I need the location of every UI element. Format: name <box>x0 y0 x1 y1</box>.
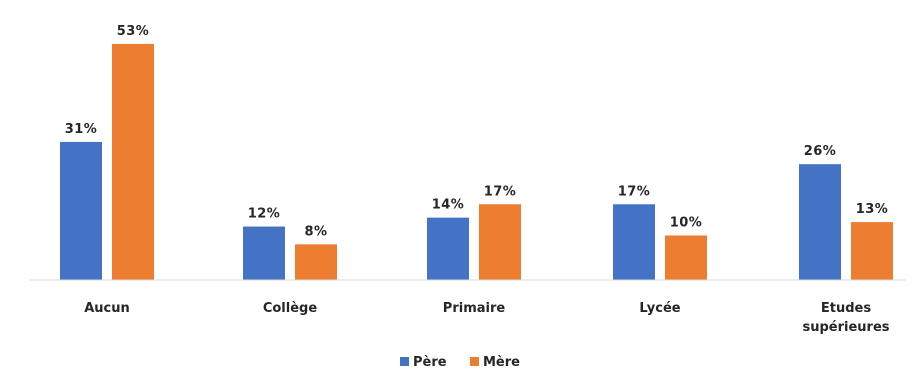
value-label-pere-4: 26% <box>804 144 837 159</box>
bar-mere-2 <box>479 204 521 280</box>
category-label-3: Lycée <box>639 301 680 316</box>
legend-label-mere: Mère <box>483 355 520 370</box>
value-labels-layer: 31% 53% 12% 8% 14% 17% 17% 10% 26% 13% <box>65 24 889 239</box>
legend-swatch-mere <box>470 357 479 366</box>
value-label-mere-1: 8% <box>304 224 327 239</box>
bar-mere-3 <box>665 235 707 280</box>
bar-mere-4 <box>851 222 893 280</box>
category-label-4-line-1: supérieures <box>802 320 889 335</box>
value-label-pere-2: 14% <box>432 198 465 213</box>
category-label-1: Collège <box>263 301 318 316</box>
bar-pere-4 <box>799 164 841 280</box>
bars-layer <box>60 43 893 281</box>
legend-swatch-pere <box>400 357 409 366</box>
bar-pere-1 <box>243 226 285 280</box>
value-label-mere-2: 17% <box>484 184 517 199</box>
value-label-pere-3: 17% <box>618 184 651 199</box>
legend-label-pere: Père <box>413 355 447 370</box>
category-labels-layer: Aucun Collège Primaire Lycée Etudes supérieur… <box>84 301 890 335</box>
bar-mere-0 <box>112 43 154 281</box>
bar-pere-0 <box>60 141 102 280</box>
category-label-4-line-0: Etudes <box>821 301 871 316</box>
bar-pere-2 <box>427 217 469 280</box>
bar-mere-1 <box>295 244 337 280</box>
value-label-mere-4: 13% <box>856 202 889 217</box>
value-label-pere-1: 12% <box>248 207 281 222</box>
category-label-0: Aucun <box>84 301 130 316</box>
value-label-mere-0: 53% <box>117 24 150 39</box>
value-label-pere-0: 31% <box>65 122 98 137</box>
bar-pere-3 <box>613 204 655 280</box>
category-label-2: Primaire <box>443 301 506 316</box>
value-label-mere-3: 10% <box>670 215 703 230</box>
legend: Père Mère <box>400 355 520 370</box>
